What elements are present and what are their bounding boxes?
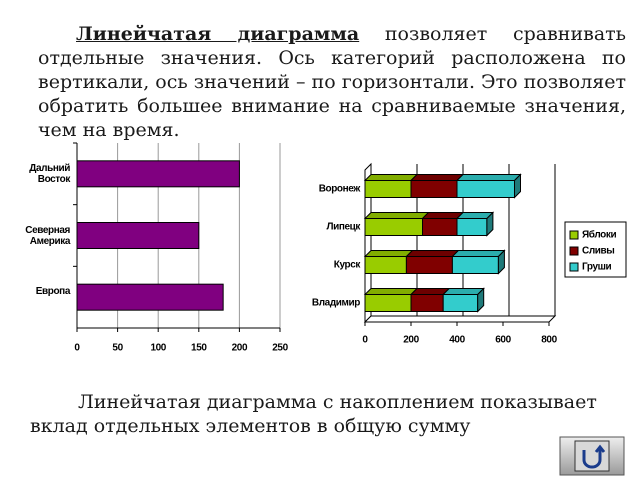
bar-top [363, 174, 419, 181]
bar-top [421, 212, 465, 219]
bar-top [363, 288, 419, 295]
bar-segment [410, 180, 458, 198]
x-tick-label: 150 [191, 343, 207, 354]
bar-segment [410, 294, 444, 312]
bar-segment [364, 218, 423, 236]
floor [363, 315, 557, 323]
x-tick-label: 50 [112, 343, 123, 354]
bar-side [497, 249, 505, 275]
x-tick-label: 400 [449, 335, 465, 346]
bar [76, 222, 200, 249]
term: Линейчатая диаграмма [76, 23, 360, 45]
legend-label: Сливы [582, 246, 614, 257]
x-tick-label: 0 [362, 335, 368, 346]
bar-segment [364, 180, 412, 198]
paragraph: Линейчатая диаграмма позволяет сравниват… [38, 22, 626, 142]
y-tick-label: Владимир [312, 298, 360, 309]
legend-swatch [569, 246, 579, 256]
bar-top [363, 212, 430, 219]
bar-segment [451, 256, 499, 274]
legend-swatch [569, 262, 579, 272]
legend-swatch [569, 230, 579, 240]
x-tick-label: 250 [272, 343, 288, 354]
x-tick-label: 100 [150, 343, 166, 354]
return-button[interactable] [559, 436, 625, 476]
bar-side [477, 287, 485, 313]
bar-segment [364, 256, 407, 274]
x-tick-label: 800 [541, 335, 557, 346]
bar-top [363, 250, 414, 257]
bar-top [441, 288, 485, 295]
x-tick-label: 200 [403, 335, 419, 346]
bar [76, 283, 224, 311]
bar-top [455, 174, 522, 181]
bar-top [451, 250, 506, 257]
x-tick-label: 600 [495, 335, 511, 346]
category-label: Европа [35, 286, 71, 298]
y-tick-label: Воронеж [319, 184, 362, 195]
category-label: Дальний Восток [29, 162, 70, 185]
bar-top [409, 174, 465, 181]
bar-segment [442, 294, 479, 312]
legend-label: Груши [582, 262, 612, 273]
bar-segment [422, 218, 458, 236]
x-tick-label: 200 [232, 343, 248, 354]
paragraph: Линейчатая диаграмма с накоплением показ… [30, 391, 597, 437]
bar [76, 160, 240, 188]
y-tick-label: Курск [334, 260, 362, 271]
y-tick-label: Липецк [326, 222, 361, 233]
legend-label: Яблоки [582, 229, 616, 241]
bar-side [486, 211, 494, 237]
bar-segment [364, 294, 412, 312]
bar-segment [456, 218, 488, 236]
bar-segment [405, 256, 453, 274]
paragraph-text: позволяет сравнивать отдельные значения.… [38, 23, 627, 141]
bar-segment [456, 180, 515, 198]
category-label: Северная Америка [25, 224, 70, 247]
return-icon[interactable] [582, 444, 606, 469]
bar-side [514, 173, 521, 199]
x-tick-label: 0 [74, 343, 80, 354]
bar-top [405, 250, 460, 257]
